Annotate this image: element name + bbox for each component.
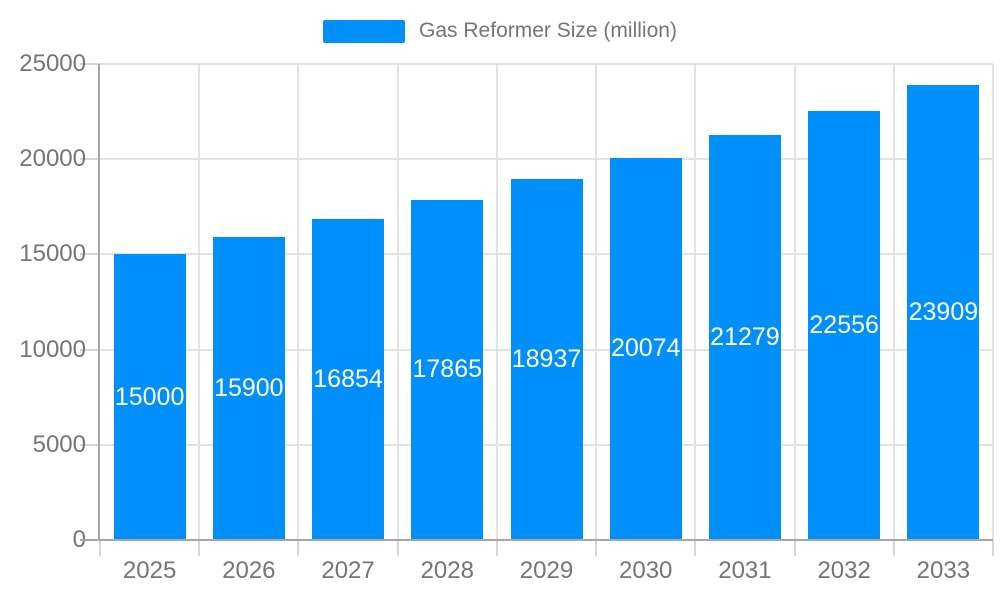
y-axis-label: 20000 <box>19 145 86 173</box>
x-axis-tick <box>992 540 994 556</box>
x-axis-tick <box>297 540 300 556</box>
bar-2031[interactable]: 21279 <box>708 134 781 540</box>
x-axis-tick <box>99 540 101 556</box>
gridline-vertical <box>198 64 201 540</box>
x-axis-label: 2027 <box>321 557 375 584</box>
y-axis-line <box>98 64 100 541</box>
gridline-vertical <box>595 64 598 540</box>
bar-value-label: 23909 <box>908 297 979 326</box>
legend-swatch <box>323 19 406 43</box>
x-axis-label: 2028 <box>420 557 474 584</box>
gridline-vertical <box>992 64 994 540</box>
x-axis-label: 2031 <box>718 557 772 584</box>
gridline-vertical <box>297 64 300 540</box>
bar-value-label: 18937 <box>511 345 582 374</box>
x-axis-tick <box>694 540 697 556</box>
gridline-vertical <box>495 64 498 540</box>
x-axis-tick <box>495 540 498 556</box>
x-axis-label: 2025 <box>122 557 177 584</box>
gridline-vertical <box>793 64 796 540</box>
bar-value-label: 15900 <box>214 374 284 403</box>
bar-2026[interactable]: 15900 <box>212 237 285 540</box>
bar-2028[interactable]: 17865 <box>411 199 484 540</box>
gridline-horizontal <box>100 158 993 161</box>
gridline-vertical <box>892 64 895 540</box>
bar-2030[interactable]: 20074 <box>609 157 682 540</box>
bar-value-label: 15000 <box>114 382 185 411</box>
bar-value-label: 16854 <box>313 365 383 394</box>
y-axis-tick <box>80 63 100 65</box>
gridline-vertical <box>396 64 399 540</box>
x-axis-tick <box>595 540 598 556</box>
gridline-horizontal <box>100 63 993 65</box>
x-axis-label: 2026 <box>222 557 276 584</box>
y-axis-label: 25000 <box>19 50 86 77</box>
x-axis-label: 2033 <box>916 557 971 584</box>
x-axis-tick <box>396 540 399 556</box>
chart-legend[interactable]: Gas Reformer Size (million) <box>0 19 1000 43</box>
bar-2025[interactable]: 15000 <box>113 254 186 540</box>
bar-value-label: 22556 <box>809 310 879 339</box>
bar-2033[interactable]: 23909 <box>907 84 980 540</box>
y-axis-tick <box>80 158 100 161</box>
legend-label: Gas Reformer Size (million) <box>419 19 677 42</box>
x-axis-tick <box>892 540 895 556</box>
bar-value-label: 21279 <box>710 322 780 351</box>
y-axis-label: 10000 <box>19 335 86 363</box>
bar-value-label: 17865 <box>412 355 483 384</box>
y-axis-label: 5000 <box>32 430 86 458</box>
x-axis-line <box>80 539 993 541</box>
y-axis-label: 0 <box>72 526 86 553</box>
bar-2029[interactable]: 18937 <box>510 179 583 540</box>
bar-2027[interactable]: 16854 <box>312 219 385 540</box>
bar-2032[interactable]: 22556 <box>808 110 881 540</box>
y-axis-tick <box>80 443 100 446</box>
x-axis-label: 2029 <box>519 557 574 584</box>
x-axis-tick <box>198 540 201 556</box>
y-axis-tick <box>80 348 100 351</box>
x-axis-label: 2032 <box>817 557 871 584</box>
gridline-vertical <box>694 64 697 540</box>
x-axis-label: 2030 <box>619 557 673 584</box>
y-axis-tick <box>80 253 100 256</box>
x-axis-tick <box>793 540 796 556</box>
bar-value-label: 20074 <box>610 334 681 363</box>
y-axis-label: 15000 <box>19 240 86 268</box>
